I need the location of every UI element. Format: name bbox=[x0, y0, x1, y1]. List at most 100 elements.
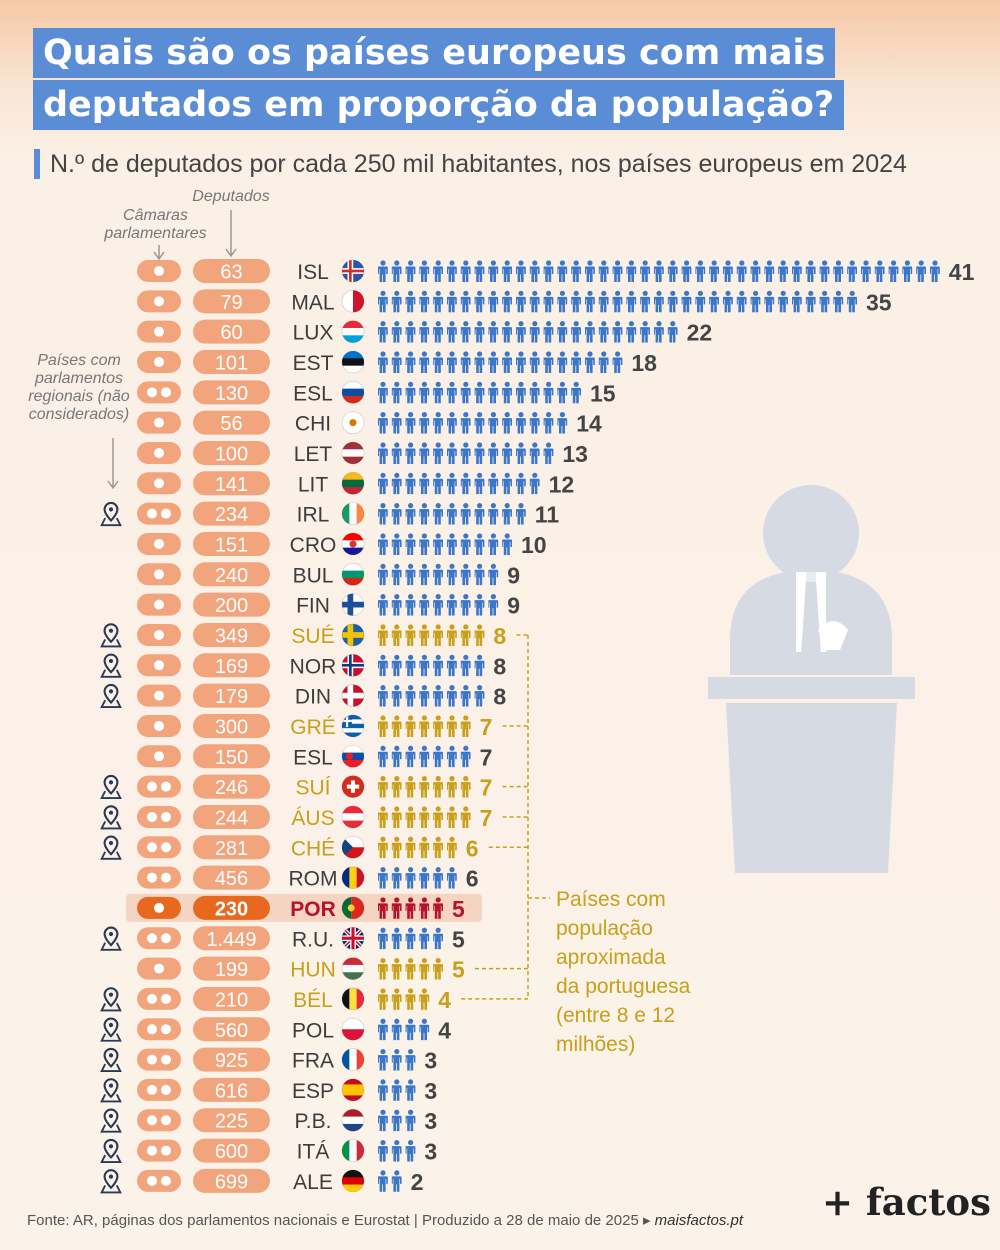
deputies-count: 281 bbox=[215, 838, 248, 860]
person-icon bbox=[419, 867, 430, 889]
chamber-dot bbox=[154, 599, 164, 610]
person-icon bbox=[405, 503, 416, 525]
person-icon bbox=[516, 321, 526, 343]
deputies-pill bbox=[193, 319, 270, 344]
person-icon bbox=[585, 321, 595, 343]
person-icon bbox=[447, 412, 457, 434]
person-icon bbox=[419, 776, 430, 798]
regional-parliament-pin-icon bbox=[100, 835, 122, 860]
person-icon bbox=[460, 776, 471, 798]
chambers-label-line: parlamentares bbox=[104, 225, 207, 242]
person-icon bbox=[391, 624, 402, 646]
person-icon bbox=[502, 442, 512, 464]
annotation-arrow bbox=[225, 210, 237, 258]
regional-parliament-pin-icon bbox=[100, 1108, 122, 1133]
switzerland-flag-icon bbox=[341, 775, 365, 799]
person-icon bbox=[447, 715, 457, 737]
value-label: 10 bbox=[521, 532, 547, 558]
person-icon bbox=[433, 776, 443, 798]
person-icon bbox=[474, 260, 485, 282]
person-icon bbox=[557, 290, 568, 313]
deputies-pill bbox=[193, 622, 270, 647]
value-label: 13 bbox=[562, 441, 588, 467]
person-icon bbox=[474, 381, 485, 404]
person-icon bbox=[419, 290, 430, 313]
latvia-flag-icon bbox=[341, 441, 365, 465]
chamber-dot bbox=[147, 1175, 157, 1186]
person-icon bbox=[557, 381, 568, 404]
person-icon bbox=[419, 563, 430, 586]
person-icon bbox=[764, 290, 775, 313]
person-icon bbox=[460, 745, 471, 768]
person-icon bbox=[378, 503, 388, 525]
podium-speaker-illustration bbox=[708, 485, 915, 873]
person-icon bbox=[447, 836, 457, 859]
deputies-count: 56 bbox=[220, 413, 242, 435]
netherlands-flag-icon bbox=[341, 1108, 365, 1132]
person-icon bbox=[433, 442, 443, 464]
person-icon bbox=[460, 503, 471, 525]
person-icon bbox=[419, 321, 430, 343]
person-icon bbox=[930, 260, 940, 282]
deputies-count: 141 bbox=[215, 474, 248, 496]
person-icon bbox=[543, 351, 554, 373]
person-icon bbox=[391, 957, 402, 980]
regional-label-line: parlamentos bbox=[34, 370, 124, 387]
person-icon bbox=[378, 1139, 388, 1162]
person-icon bbox=[474, 685, 485, 707]
deputies-pill bbox=[193, 562, 270, 587]
deputies-count: 699 bbox=[215, 1171, 248, 1193]
person-icon bbox=[433, 806, 443, 828]
person-icon bbox=[460, 321, 471, 343]
person-icon bbox=[516, 442, 526, 464]
deputies-count: 101 bbox=[215, 352, 248, 374]
country-label: ROM bbox=[289, 868, 338, 891]
person-icon bbox=[447, 806, 457, 828]
person-icon bbox=[419, 472, 430, 495]
chamber-dot bbox=[161, 811, 171, 822]
person-icon bbox=[792, 290, 802, 313]
deputies-count: 150 bbox=[215, 747, 248, 769]
deputies-pill bbox=[193, 956, 270, 981]
person-icon bbox=[447, 290, 457, 313]
deputies-count: 79 bbox=[220, 292, 242, 314]
person-icon bbox=[419, 442, 430, 464]
person-icon bbox=[419, 533, 430, 555]
lithuania-flag-icon bbox=[341, 471, 365, 495]
italy-flag-icon bbox=[341, 1139, 365, 1162]
chamber-dot bbox=[147, 1024, 157, 1035]
chambers-pill bbox=[137, 836, 181, 859]
chambers-pill bbox=[137, 866, 181, 889]
person-icon bbox=[460, 412, 471, 434]
regional-label-line: Países com bbox=[37, 352, 121, 369]
person-icon bbox=[391, 836, 402, 859]
deputies-pill bbox=[193, 683, 270, 708]
chamber-dot bbox=[147, 872, 157, 883]
person-icon bbox=[405, 533, 416, 555]
annotation-arrow bbox=[153, 245, 165, 261]
person-icon bbox=[695, 290, 706, 313]
country-label: ALE bbox=[293, 1171, 333, 1194]
person-icon bbox=[405, 776, 416, 798]
greece-flag-icon bbox=[341, 714, 365, 738]
person-icon bbox=[419, 381, 430, 404]
person-icon bbox=[474, 321, 485, 343]
regional-parliament-pin-icon bbox=[100, 805, 122, 830]
value-label: 5 bbox=[452, 957, 465, 983]
value-label: 18 bbox=[631, 350, 657, 376]
person-icon bbox=[488, 472, 499, 495]
person-icon bbox=[819, 290, 830, 313]
hungary-flag-icon bbox=[341, 957, 365, 980]
person-icon bbox=[419, 806, 430, 828]
person-icon bbox=[391, 1048, 402, 1071]
person-icon bbox=[764, 260, 775, 282]
deputies-count: 60 bbox=[220, 322, 242, 344]
person-icon bbox=[447, 472, 457, 495]
person-icon bbox=[640, 321, 650, 343]
person-icon bbox=[433, 472, 443, 495]
note-line: milhões) bbox=[556, 1033, 636, 1056]
person-icon bbox=[667, 321, 678, 343]
footer-site-link[interactable]: maisfactos.pt bbox=[654, 1212, 744, 1229]
chamber-dot bbox=[154, 447, 164, 458]
person-icon bbox=[460, 594, 471, 616]
